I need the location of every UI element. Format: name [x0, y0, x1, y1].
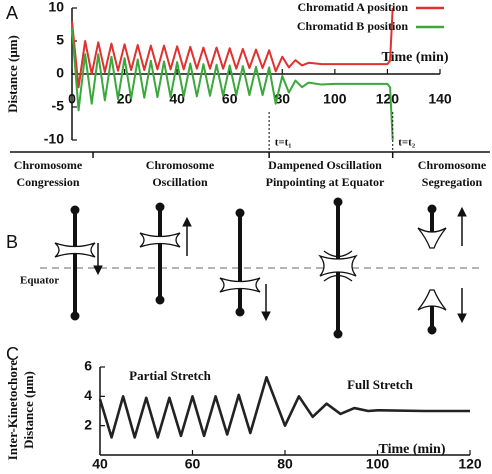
arrow	[93, 243, 103, 276]
x-tick-label: 60	[222, 91, 238, 107]
chromosome	[318, 197, 358, 339]
diagram	[40, 197, 482, 339]
x-tick-label: 80	[277, 456, 293, 472]
x-tick-label: 40	[92, 456, 108, 472]
phase-label: Pinpointing at Equator	[266, 175, 385, 189]
arrow	[182, 216, 192, 256]
chromosome	[417, 204, 447, 335]
y-tick-label: -10	[44, 131, 64, 147]
y-tick-label: 5	[56, 32, 64, 48]
arrow	[457, 206, 467, 246]
phase-label: Oscillation	[152, 175, 208, 189]
data-line	[71, 7, 394, 89]
x-tick-label: 100	[323, 91, 347, 107]
annotation: Full Stretch	[347, 377, 414, 392]
y-tick-label: -5	[52, 98, 65, 114]
y-axis-label: Inter-Kinetochore	[5, 360, 20, 461]
legend-label: Chromatid B position	[297, 19, 408, 33]
phase-label: Congression	[16, 175, 79, 189]
chromosome	[139, 202, 181, 305]
x-tick-label: 0	[68, 91, 76, 107]
y-tick-label: 2	[84, 416, 92, 432]
arrow	[261, 284, 271, 322]
phase-label: Dampened Oscillation	[268, 158, 382, 172]
annotation: t=t₁	[275, 137, 292, 149]
x-axis-label: Time (min)	[378, 442, 445, 457]
x-tick-label: 20	[117, 91, 133, 107]
y-axis-label: Distance (μm)	[21, 371, 36, 449]
x-tick-label: 60	[185, 456, 201, 472]
annotation: Partial Stretch	[129, 368, 211, 383]
data-line	[98, 375, 470, 439]
y-tick-label: 4	[84, 387, 92, 403]
phase-label: Chromosome	[146, 158, 215, 172]
x-tick-label: 120	[376, 91, 400, 107]
y-tick-label: 0	[56, 65, 64, 81]
arrow	[457, 288, 467, 324]
equator-label: Equator	[20, 275, 59, 287]
x-tick-label: 100	[366, 456, 390, 472]
phase-label: Chromosome	[14, 158, 83, 172]
x-tick-label: 120	[458, 456, 482, 472]
legend-label: Chromatid A position	[298, 0, 409, 14]
panel-label: A	[6, 3, 18, 23]
chromosome	[54, 205, 96, 321]
panel-label: B	[6, 232, 18, 252]
y-tick-label: 10	[48, 0, 64, 15]
y-tick-label: 6	[84, 358, 92, 374]
annotation: t=t₂	[398, 137, 416, 149]
panel-label: C	[6, 344, 19, 364]
chromosome	[219, 208, 261, 317]
phase-label: Segregation	[422, 175, 483, 189]
x-axis-label: Time (min)	[381, 50, 448, 65]
x-tick-label: 140	[428, 91, 452, 107]
data-line	[71, 27, 394, 141]
y-axis-label: Distance (μm)	[5, 35, 20, 113]
phase-label: Chromosome	[418, 158, 487, 172]
x-tick-label: 40	[169, 91, 185, 107]
